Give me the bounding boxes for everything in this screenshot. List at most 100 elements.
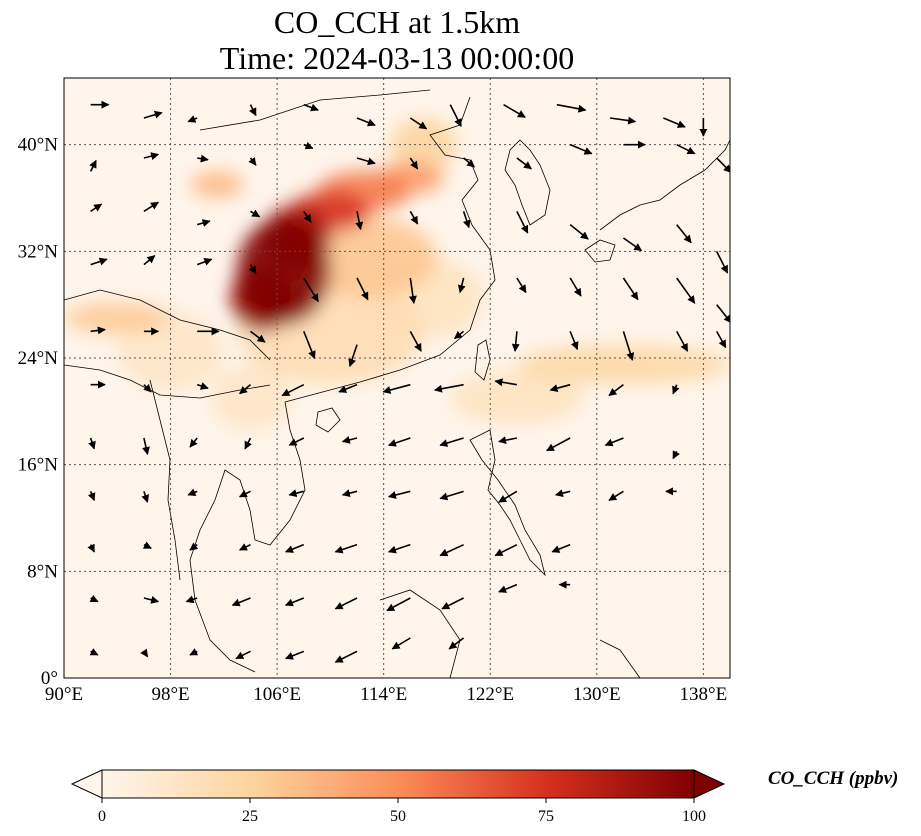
co-plume bbox=[303, 218, 437, 298]
co-concentration-field bbox=[64, 118, 730, 432]
wind-arrow bbox=[672, 384, 680, 395]
wind-arrow bbox=[494, 543, 518, 557]
wind-arrow bbox=[303, 210, 312, 223]
longitude-axis: 90°E 98°E 106°E 114°E 122°E 130°E 138°E bbox=[45, 684, 727, 705]
wind-arrow bbox=[551, 543, 571, 553]
wind-arrow bbox=[285, 543, 305, 553]
wind-arrow bbox=[663, 117, 686, 128]
wind-arrow bbox=[189, 437, 198, 448]
wind-arrow bbox=[448, 637, 465, 650]
wind-arrow bbox=[187, 115, 198, 123]
wind-arrow bbox=[463, 157, 476, 168]
wind-arrow bbox=[142, 437, 150, 455]
wind-arrow bbox=[338, 383, 358, 393]
wind-arrow bbox=[355, 211, 364, 231]
wind-arrow bbox=[90, 203, 103, 212]
wind-arrow bbox=[288, 437, 305, 446]
wind-arrow bbox=[250, 209, 261, 218]
latitude-axis: 0° 8°N 16°N 24°N 32°N 40°N bbox=[18, 135, 59, 689]
co-plume bbox=[210, 364, 291, 432]
wind-arrow bbox=[716, 157, 730, 173]
colorbar-tick-label: 100 bbox=[682, 808, 706, 825]
wind-arrow bbox=[608, 490, 624, 502]
colorbar-label: CO_CCH (ppbv) bbox=[768, 768, 899, 789]
wind-arrow bbox=[439, 543, 464, 557]
wind-arrow bbox=[610, 116, 637, 125]
wind-arrow bbox=[408, 277, 417, 304]
wind-arrow bbox=[387, 490, 411, 499]
wind-arrow bbox=[90, 257, 108, 266]
wind-arrow bbox=[141, 491, 150, 503]
wind-arrow bbox=[281, 383, 305, 397]
wind-arrow bbox=[356, 277, 369, 301]
wind-arrow bbox=[516, 210, 529, 234]
wind-arrow bbox=[239, 384, 251, 395]
wind-arrow bbox=[142, 541, 152, 549]
wind-arrow bbox=[341, 489, 358, 498]
wind-arrow bbox=[143, 152, 160, 161]
wind-arrow bbox=[140, 648, 149, 658]
wind-arrow bbox=[89, 159, 97, 172]
wind-arrow bbox=[187, 488, 198, 496]
wind-arrow bbox=[453, 330, 465, 340]
wind-arrow bbox=[334, 543, 358, 554]
wind-arrow bbox=[87, 491, 96, 502]
colorbar-gradient bbox=[101, 769, 695, 799]
wind-arrow bbox=[197, 154, 209, 163]
wind-arrow bbox=[672, 450, 680, 460]
wind-arrow bbox=[439, 490, 464, 501]
lat-tick-label: 8°N bbox=[27, 561, 58, 582]
co-plume bbox=[64, 302, 171, 334]
wind-arrow bbox=[676, 330, 689, 352]
wind-arrow bbox=[434, 383, 464, 393]
wind-arrow bbox=[244, 437, 252, 450]
wind-arrow bbox=[238, 543, 251, 551]
wind-arrow bbox=[143, 201, 159, 213]
wind-arrow bbox=[89, 594, 99, 603]
wind-arrow bbox=[409, 157, 419, 170]
wind-arrow bbox=[511, 331, 520, 352]
wind-arrow bbox=[288, 489, 304, 498]
colorbar-tick-label: 25 bbox=[242, 808, 258, 825]
lat-tick-label: 24°N bbox=[18, 348, 59, 369]
wind-arrow bbox=[143, 383, 152, 393]
chart-title-line1: CO_CCH at 1.5km bbox=[273, 4, 521, 40]
wind-arrow bbox=[387, 437, 411, 447]
wind-arrow bbox=[715, 250, 729, 274]
wind-arrow bbox=[676, 143, 696, 155]
wind-arrow bbox=[386, 597, 411, 612]
lat-tick-label: 32°N bbox=[18, 241, 59, 262]
wind-vectors bbox=[87, 100, 730, 663]
wind-arrow bbox=[715, 330, 727, 349]
wind-arrow bbox=[569, 224, 589, 240]
wind-arrow bbox=[87, 543, 95, 553]
wind-arrow bbox=[285, 650, 305, 660]
wind-arrow bbox=[569, 277, 582, 297]
co-plume bbox=[190, 171, 244, 199]
lon-tick-label: 130°E bbox=[573, 684, 621, 705]
coastlines bbox=[64, 89, 730, 678]
wind-arrow bbox=[89, 648, 99, 656]
wind-arrow bbox=[516, 157, 532, 170]
wind-arrow bbox=[569, 143, 593, 155]
wind-arrow bbox=[549, 383, 571, 393]
co-plume bbox=[237, 218, 331, 325]
wind-arrow bbox=[185, 595, 198, 604]
lon-tick-label: 122°E bbox=[466, 684, 514, 705]
wind-arrow bbox=[248, 264, 257, 275]
wind-arrow bbox=[196, 258, 213, 266]
lon-tick-label: 90°E bbox=[45, 684, 83, 705]
chart-title-line2: Time: 2024-03-13 00:00:00 bbox=[219, 40, 575, 76]
wind-arrow bbox=[334, 597, 358, 610]
wind-arrow bbox=[676, 277, 696, 304]
wind-arrow bbox=[231, 597, 251, 607]
wind-arrow bbox=[498, 490, 518, 503]
wind-arrow bbox=[503, 103, 526, 118]
wind-arrow bbox=[196, 382, 209, 390]
wind-arrow bbox=[439, 437, 464, 447]
lat-tick-label: 40°N bbox=[18, 135, 59, 156]
colorbar-extend-max bbox=[693, 769, 726, 799]
wind-arrow bbox=[341, 435, 358, 444]
colorbar-tick-label: 50 bbox=[390, 808, 406, 825]
colorbar-tick-label: 0 bbox=[98, 808, 106, 825]
